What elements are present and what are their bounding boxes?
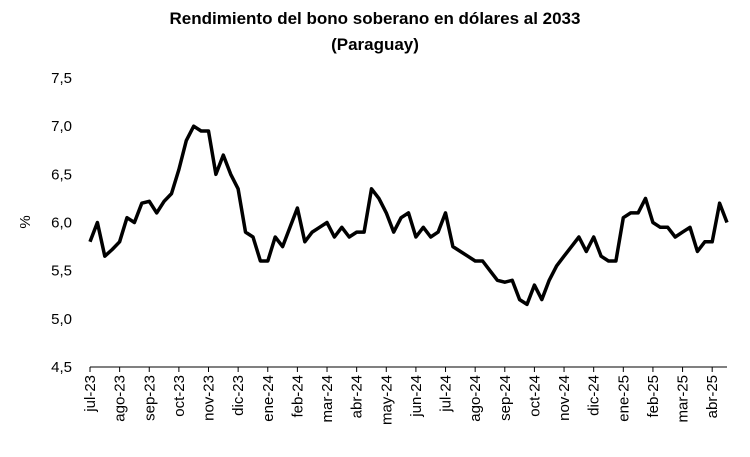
- x-tick-label: ago-23: [112, 375, 129, 422]
- y-tick-label: 7,0: [51, 118, 72, 135]
- x-tick-label: jul-23: [82, 375, 99, 413]
- y-axis-label: %: [17, 215, 34, 228]
- chart-subtitle: (Paraguay): [331, 35, 419, 54]
- x-tick-label: jun-24: [408, 375, 425, 418]
- x-tick-label: mar-25: [675, 375, 692, 423]
- x-tick-label: jul-24: [438, 375, 455, 413]
- y-tick-label: 6,0: [51, 215, 72, 232]
- x-tick-label: abr-25: [704, 375, 721, 418]
- y-tick-label: 7,5: [51, 70, 72, 87]
- x-tick-label: feb-24: [289, 375, 306, 418]
- x-tick-label: oct-23: [171, 375, 188, 417]
- line-series: [88, 124, 729, 307]
- x-tick-label: dic-24: [586, 375, 603, 416]
- x-tick-label: abr-24: [349, 375, 366, 418]
- y-tick-label: 4,5: [51, 359, 72, 376]
- x-tick-label: ene-25: [615, 375, 632, 422]
- x-tick-label: ene-24: [260, 375, 277, 422]
- y-tick-label: 6,5: [51, 166, 72, 183]
- x-tick-label: nov-23: [201, 375, 218, 421]
- x-tick-label: mar-24: [319, 375, 336, 423]
- x-tick-label: may-24: [378, 375, 395, 425]
- x-tick-label: feb-25: [645, 375, 662, 418]
- x-tick-label: sep-23: [141, 375, 158, 421]
- x-tick-label: ago-24: [467, 375, 484, 422]
- x-tick-label: dic-23: [230, 375, 247, 416]
- y-tick-label: 5,0: [51, 311, 72, 328]
- y-tick-label: 5,5: [51, 263, 72, 280]
- x-tick-label: sep-24: [497, 375, 514, 421]
- x-tick-label: nov-24: [556, 375, 573, 421]
- x-tick-label: oct-24: [526, 375, 543, 417]
- chart-title: Rendimiento del bono soberano en dólares…: [170, 9, 581, 28]
